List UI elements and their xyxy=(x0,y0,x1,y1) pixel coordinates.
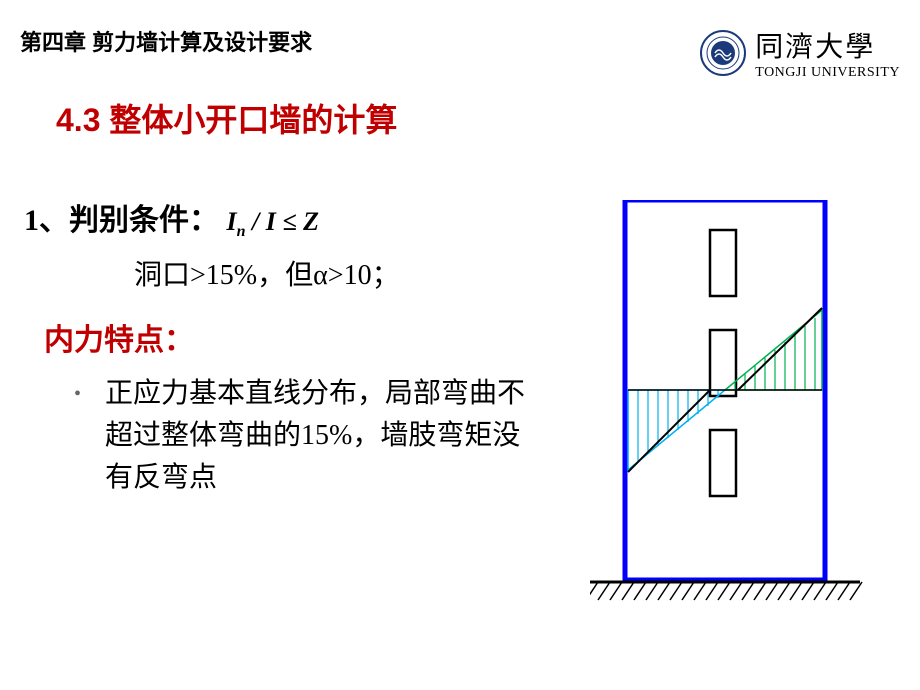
section-title: 4.3 整体小开口墙的计算 xyxy=(56,95,397,141)
condition-line: 1、判别条件： In / I ≤ Z xyxy=(24,195,534,241)
university-logo: 同濟大學 TONGJI UNIVERSITY xyxy=(699,25,900,81)
chapter-title: 第四章 剪力墙计算及设计要求 xyxy=(20,25,312,57)
condition-line2: 洞口>15%，但α>10； xyxy=(134,253,534,293)
bullet-icon: • xyxy=(74,383,81,406)
content-block: 1、判别条件： In / I ≤ Z 洞口>15%，但α>10； 内力特点： •… xyxy=(24,195,534,499)
ground-hatch xyxy=(590,582,862,600)
bullet-text: 正应力基本直线分布，局部弯曲不超过整体弯曲的15%，墙肢弯矩没有反弯点 xyxy=(105,373,525,499)
logo-seal-icon xyxy=(699,29,747,77)
logo-en-text: TONGJI UNIVERSITY xyxy=(755,65,900,81)
wall-diagram xyxy=(590,200,890,620)
logo-cn-text: 同濟大學 xyxy=(755,25,875,65)
bullet-row: • 正应力基本直线分布，局部弯曲不超过整体弯曲的15%，墙肢弯矩没有反弯点 xyxy=(74,373,534,499)
features-heading: 内力特点： xyxy=(44,315,534,359)
formula: In / I ≤ Z xyxy=(227,207,320,236)
